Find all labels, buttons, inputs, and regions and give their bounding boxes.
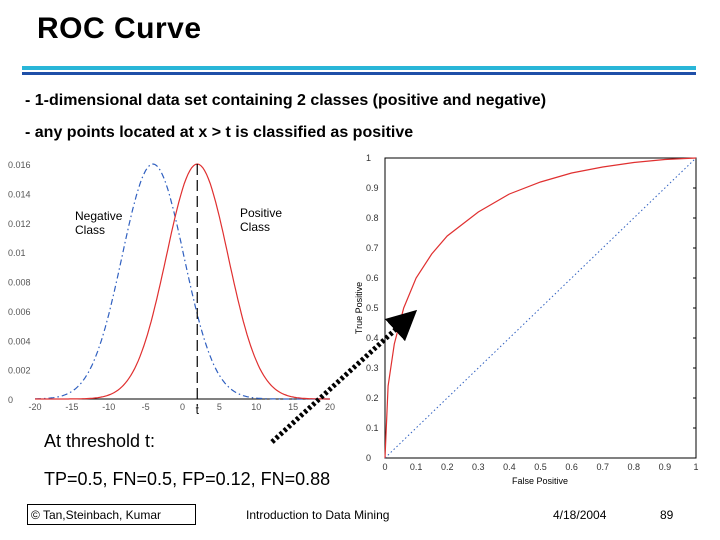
roc-xtick-label: 0.9	[659, 462, 672, 472]
roc-ytick-label: 0	[366, 453, 371, 463]
footer-page: 89	[660, 508, 674, 522]
title-rule-blue	[22, 72, 696, 75]
roc-ytick-label: 0.5	[366, 303, 379, 313]
distribution-chart: 0 0.002 0.004 0.006 0.008 0.01 0.012 0.014 0.016…	[8, 160, 335, 417]
negative-class-label-2: Class	[75, 223, 105, 237]
negative-class-curve	[35, 163, 330, 400]
dist-ytick-label: 0.014	[8, 189, 31, 199]
dist-xtick-label: 0	[180, 402, 185, 412]
roc-xtick-label: 0.3	[472, 462, 485, 472]
roc-ytick-label: 0.3	[366, 363, 379, 373]
dist-ytick-label: 0.008	[8, 278, 31, 288]
negative-class-label: Negative	[75, 209, 123, 223]
dist-xtick-label: -10	[102, 402, 115, 412]
slide-title: ROC Curve	[37, 12, 202, 45]
dist-ytick-label: 0.004	[8, 336, 31, 346]
roc-xtick-label: 0.7	[596, 462, 609, 472]
footer-date: 4/18/2004	[553, 508, 607, 522]
positive-class-label-2: Class	[240, 220, 270, 234]
roc-random-diagonal	[384, 157, 697, 459]
positive-class-curve	[35, 163, 330, 400]
roc-xtick-label: 1	[693, 462, 698, 472]
roc-y-axis-label: True Positive	[354, 282, 364, 334]
roc-ytick-label: 0.4	[366, 333, 379, 343]
dist-ytick-label: 0	[8, 395, 13, 405]
roc-xtick-label: 0.8	[628, 462, 641, 472]
roc-ytick-label: 0.8	[366, 213, 379, 223]
dist-ytick-label: 0.006	[8, 307, 31, 317]
footer-course: Introduction to Data Mining	[246, 508, 390, 522]
roc-ytick-label: 1	[366, 153, 371, 163]
roc-ytick-label: 0.9	[366, 183, 379, 193]
dist-ytick-label: 0.012	[8, 219, 31, 229]
dist-ytick-label: 0.01	[8, 248, 26, 258]
roc-ytick-label: 0.7	[366, 243, 379, 253]
dist-xtick-label: -20	[28, 402, 41, 412]
roc-xtick-label: 0	[382, 462, 387, 472]
bullet-2: - any points located at x > t is classif…	[25, 124, 414, 141]
dist-xtick-label: -5	[142, 402, 150, 412]
roc-chart: 0 0.1 0.2 0.3 0.4 0.5 0.6 0.7 0.8 0.9 1 0 0.1 0.2 0.3…	[354, 153, 699, 486]
arrow-line	[270, 309, 418, 444]
roc-xtick-label: 0.1	[410, 462, 423, 472]
dist-xtick-label: 10	[251, 402, 261, 412]
dist-xtick-label: -15	[65, 402, 78, 412]
roc-ytick-label: 0.6	[366, 273, 379, 283]
threshold-heading: At threshold t:	[44, 431, 156, 451]
footer-copyright: © Tan,Steinbach, Kumar	[27, 504, 196, 525]
title-rule-cyan	[22, 66, 696, 70]
bullet-1: - 1-dimensional data set containing 2 cl…	[25, 92, 547, 109]
roc-ytick-label: 0.1	[366, 423, 379, 433]
dist-xtick-label: 20	[325, 402, 335, 412]
roc-xtick-label: 0.2	[441, 462, 454, 472]
threshold-stats: TP=0.5, FN=0.5, FP=0.12, FN=0.88	[44, 469, 331, 489]
roc-xtick-label: 0.6	[565, 462, 578, 472]
dist-xtick-label: 15	[288, 402, 298, 412]
roc-xtick-label: 0.5	[534, 462, 547, 472]
dist-ytick-label: 0.016	[8, 160, 31, 170]
dist-xtick-label: 5	[217, 402, 222, 412]
dist-ytick-label: 0.002	[8, 366, 31, 376]
positive-class-label: Positive	[240, 206, 282, 220]
roc-xtick-label: 0.4	[503, 462, 516, 472]
threshold-label: t	[196, 403, 200, 417]
roc-x-axis-label: False Positive	[512, 476, 568, 486]
roc-ytick-label: 0.2	[366, 393, 379, 403]
